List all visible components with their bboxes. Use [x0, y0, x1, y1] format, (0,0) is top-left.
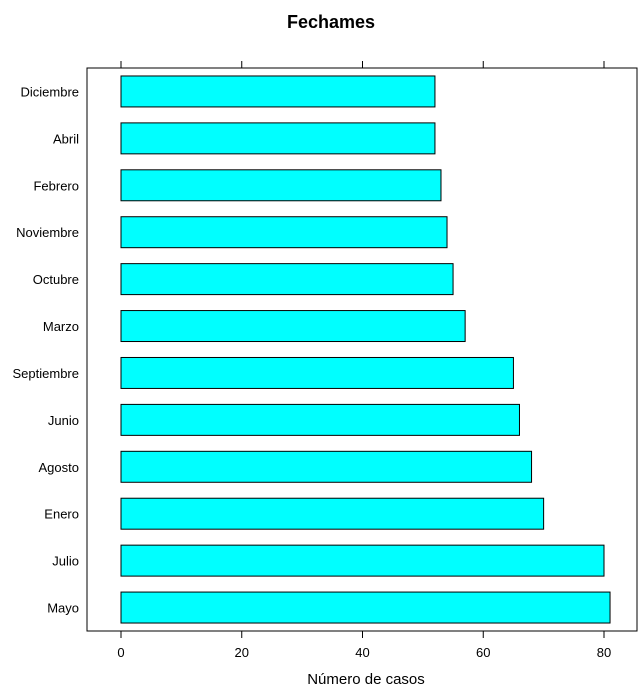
y-tick-label-mayo: Mayo	[47, 601, 79, 616]
chart-title: Fechames	[287, 12, 375, 32]
x-tick-label-40: 40	[355, 645, 369, 660]
bar-octubre	[120, 263, 454, 296]
bar-marzo	[120, 310, 466, 343]
x-tick-label-20: 20	[235, 645, 249, 660]
y-tick-label-abril: Abril	[53, 131, 79, 146]
x-tick-label-60: 60	[476, 645, 490, 660]
y-tick-label-agosto: Agosto	[39, 460, 79, 475]
y-tick-label-octubre: Octubre	[33, 272, 79, 287]
bars-group	[120, 75, 611, 624]
bar-febrero	[120, 169, 442, 202]
bar-noviembre	[120, 216, 448, 249]
y-tick-label-julio: Julio	[52, 554, 79, 569]
bar-mayo	[120, 591, 611, 624]
bar-agosto	[120, 450, 533, 483]
y-tick-label-junio: Junio	[48, 413, 79, 428]
x-tick-label-0: 0	[117, 645, 124, 660]
bar-diciembre	[120, 75, 436, 108]
x-ticks-group: 0 20 40 60 80	[117, 61, 611, 660]
x-tick-label-80: 80	[597, 645, 611, 660]
y-tick-label-septiembre: Septiembre	[13, 366, 79, 381]
y-tick-label-marzo: Marzo	[43, 319, 79, 334]
y-tick-labels: Diciembre Abril Febrero Noviembre Octubre Mar…	[13, 84, 80, 615]
y-tick-label-enero: Enero	[44, 507, 79, 522]
y-tick-label-noviembre: Noviembre	[16, 225, 79, 240]
bar-enero	[120, 497, 545, 530]
bar-septiembre	[120, 356, 514, 389]
bar-abril	[120, 122, 436, 155]
y-tick-label-febrero: Febrero	[33, 178, 79, 193]
bar-junio	[120, 403, 520, 436]
y-tick-label-diciembre: Diciembre	[20, 84, 79, 99]
bar-julio	[120, 544, 605, 577]
x-axis-label: Número de casos	[307, 671, 425, 686]
